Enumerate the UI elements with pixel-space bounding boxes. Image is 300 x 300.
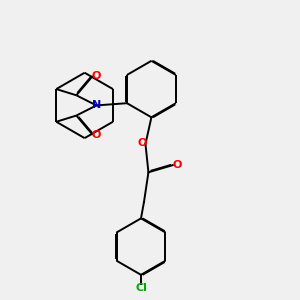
Text: O: O <box>92 71 101 81</box>
Text: O: O <box>137 138 147 148</box>
Text: O: O <box>92 130 101 140</box>
Text: Cl: Cl <box>135 283 147 293</box>
Text: O: O <box>172 160 182 170</box>
Text: N: N <box>92 100 101 110</box>
